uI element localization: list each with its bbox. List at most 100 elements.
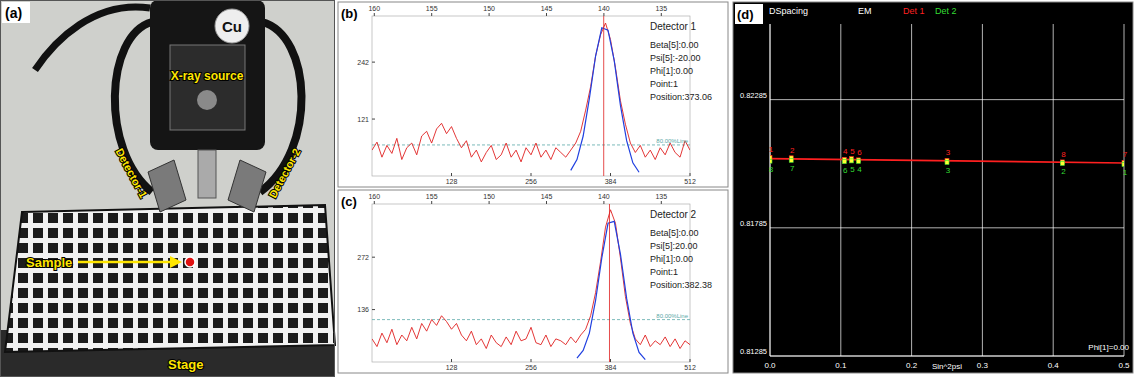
top-tick [546,13,547,16]
data-point [789,158,793,162]
data-point [849,159,853,163]
detector-2 [228,160,266,212]
x-tick-label: 128 [446,364,458,371]
top-tick [661,13,662,16]
x-tick-label: 0.0 [764,361,776,370]
x-tick-label: 384 [605,364,617,371]
panel-label-box [735,4,763,24]
point-label: 4 [857,165,862,174]
x-tick [451,173,452,176]
x-grid-line [982,24,983,356]
threshold-label: 80.00%Line [656,313,688,319]
x-tick-label: 256 [525,178,537,185]
panel-frame [338,2,728,187]
point-label: 4 [843,147,848,156]
point-label: 5 [850,147,855,156]
x-tick-label: 0.5 [1118,361,1130,370]
x-tick-label: 0.4 [1048,361,1060,370]
top-tick [603,13,604,16]
peak-panel: 16015515014514013512825638451212124280.0… [338,2,728,187]
point-label: 3 [946,166,951,175]
info-line: Point:1 [650,79,678,89]
top-tick-label: 145 [541,193,553,200]
detector-1 [148,160,186,212]
top-tick [431,13,432,16]
x-tick [690,173,691,176]
figure: CuX-ray sourceDetector-1Detector-2Sample… [0,0,1136,377]
top-tick-label: 145 [541,5,553,12]
x-tick-label: 384 [605,178,617,185]
xray-source-port [197,90,217,110]
point-label: 1 [1123,168,1128,177]
panel-label: (d) [737,7,754,22]
x-tick-label: 512 [684,364,696,371]
legend-entry: Det 2 [935,6,957,16]
top-tick-label: 135 [655,193,667,200]
annotation: Phi[1]=0.00 [1088,343,1129,352]
peak-position-line [603,16,604,176]
point-label: 7 [790,164,795,173]
panel-frame [338,190,728,373]
x-tick-label: 0.3 [977,361,989,370]
top-tick-label: 150 [483,5,495,12]
fitted-profile [577,221,645,359]
y-tick-label: 0.81285 [740,347,767,356]
panel-label-box [2,2,30,23]
top-tick [546,201,547,204]
x-tick-label: 0.2 [906,361,918,370]
measured-profile [372,210,690,349]
point-label: 6 [857,148,862,157]
threshold-line [372,319,690,320]
fitted-profile [571,28,639,172]
target-label: Cu [222,18,242,35]
y-tick-label: 242 [357,59,369,66]
chart-subtitle: EM [858,6,872,16]
top-tick [603,201,604,204]
photo-label: Stage [168,357,203,372]
page: {"photo": {"panel_label": "(a)", "target… [0,0,1136,377]
data-point [1060,161,1064,165]
y-tick [372,309,375,310]
top-tick [661,201,662,204]
sample [185,257,195,267]
top-tick-label: 150 [483,193,495,200]
panel-frame [1,1,335,377]
x-tick [610,173,611,176]
y-tick [372,257,375,258]
panel-label: (a) [5,5,22,21]
detector-title: Detector 2 [650,209,697,220]
y-grid-line [770,99,1124,100]
info-line: Beta[5]:0.00 [650,228,699,238]
y-tick-label: 136 [357,306,369,313]
point-label: 6 [843,166,848,175]
info-line: Phi[1]:0.00 [650,66,693,76]
y-tick-label: 0.82285 [740,91,767,100]
x-tick [531,173,532,176]
target-badge [215,9,249,43]
y-tick-label: 0.81785 [740,219,767,228]
legend-entry: Det 1 [903,6,925,16]
photo-panel: CuX-ray sourceDetector-1Detector-2Sample… [0,0,335,377]
data-point [945,160,949,164]
position-label: Position:373.06 [650,92,712,102]
x-grid-line [1053,24,1054,356]
x-tick [690,359,691,362]
position-label: Position:382.38 [650,280,712,290]
top-tick-label: 160 [368,5,380,12]
photo-label: Sample [26,255,72,270]
sample-arrow-head [170,256,182,268]
peak-panel: 16015515014514013512825638451213627280.0… [338,190,728,373]
sample-arrow [78,261,172,264]
stage-grid [5,205,335,352]
xray-source-plate [170,45,245,130]
top-tick [431,201,432,204]
point-label: 3 [946,148,951,157]
x-axis-line [770,356,1124,357]
data-point [770,159,772,163]
top-tick-label: 140 [598,5,610,12]
panel-label: (c) [341,194,357,209]
detector-title: Detector 1 [650,21,697,32]
x-axis-title: Sin^2psi [932,362,962,371]
info-line: Point:1 [650,267,678,277]
point-label: 7 [1123,150,1128,159]
